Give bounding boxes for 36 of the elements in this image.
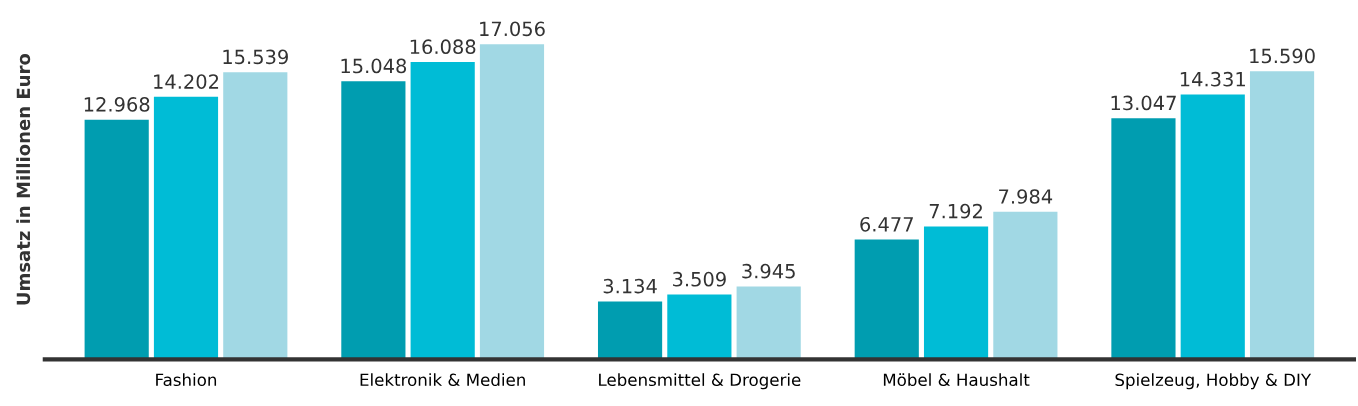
- bar: [1180, 94, 1245, 360]
- data-label: 6.477: [860, 216, 913, 232]
- data-label: 17.056: [480, 21, 545, 37]
- bar: [153, 96, 219, 360]
- y-axis-title: Umsatz in Millionen Euro: [16, 53, 31, 305]
- data-label: 13.047: [1111, 95, 1176, 111]
- data-label: 15.590: [1250, 48, 1315, 64]
- bar: [84, 119, 149, 360]
- bar: [1111, 118, 1176, 360]
- data-label: 16.088: [410, 39, 476, 55]
- x-tick-label: Spielzeug, Hobby & DIY: [1115, 373, 1312, 390]
- bar: [923, 226, 989, 360]
- data-label: 15.048: [341, 58, 407, 74]
- x-tick-label: Elektronik & Medien: [360, 373, 525, 387]
- bar: [667, 294, 732, 360]
- data-label: 14.202: [154, 74, 219, 89]
- bar: [341, 81, 406, 360]
- bar: [993, 211, 1058, 360]
- data-label: 12.968: [84, 97, 150, 112]
- bar: [410, 62, 475, 360]
- x-tick-label: Lebensmittel & Drogerie: [599, 373, 801, 390]
- bar: [479, 44, 545, 360]
- data-label: 14.331: [1180, 71, 1245, 87]
- bar: [854, 239, 919, 360]
- data-label: 7.984: [999, 189, 1053, 204]
- bar: [223, 72, 288, 360]
- bar: [1249, 71, 1315, 360]
- data-label: 7.192: [929, 203, 982, 219]
- data-label: 3.134: [603, 278, 657, 294]
- bar: [736, 286, 801, 360]
- data-label: 3.945: [742, 263, 795, 279]
- data-label: 3.509: [673, 271, 726, 287]
- bar: [597, 301, 663, 360]
- x-tick-label: Fashion: [156, 373, 217, 387]
- x-tick-label: Möbel & Haushalt: [883, 373, 1030, 387]
- data-label: 15.539: [223, 49, 288, 65]
